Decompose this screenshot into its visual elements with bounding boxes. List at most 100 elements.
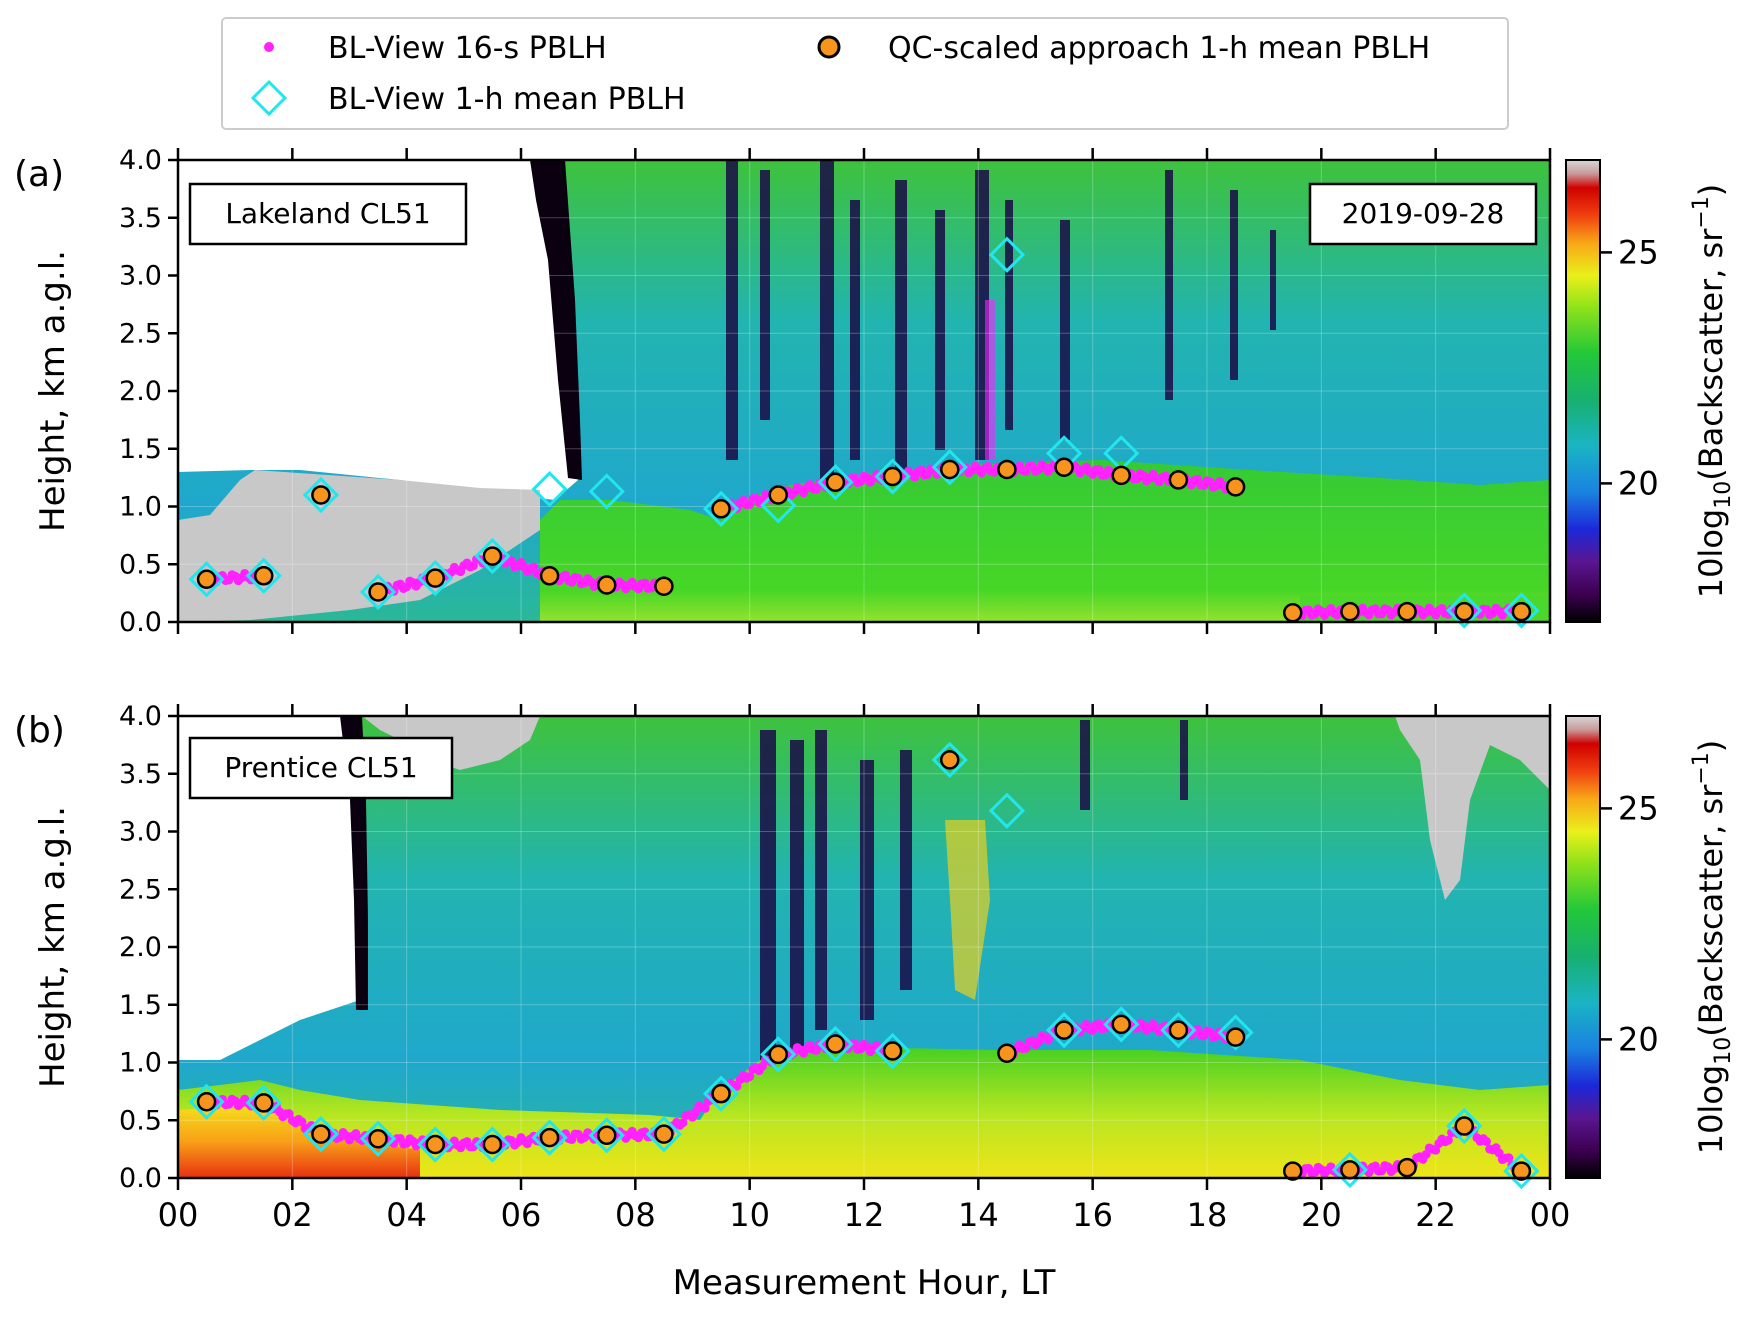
blview-1h-diamond (588, 1117, 625, 1154)
blview-1h-diamond (474, 538, 511, 575)
streak (895, 180, 907, 480)
blview-1h-diamond (359, 1120, 397, 1157)
panel-a-axes: 0.0 0.5 1.0 1.5 2.0 2.5 3.0 3.5 4.0 (119, 145, 1552, 638)
blview-1h-diamond (302, 476, 340, 514)
panel-a-boundary-layer (540, 460, 1550, 622)
y-tick-label: 0.5 (119, 1105, 162, 1136)
x-tick-label: 14 (958, 1196, 999, 1234)
legend-label-diamonds: BL-View 1-h mean PBLH (328, 82, 686, 117)
blview-1h-diamond (760, 487, 797, 524)
y-tick-label: 4.0 (119, 145, 162, 176)
qc-1h-circle (882, 1041, 903, 1061)
panel-a: 0.0 0.5 1.0 1.5 2.0 2.5 3.0 3.5 4.0 (a) Lakeland… (14, 145, 1736, 638)
streak (760, 730, 776, 1060)
qc-1h-circle (1283, 1161, 1303, 1181)
qc-1h-circle (1225, 1027, 1246, 1047)
panel-a-date-box (1308, 182, 1538, 246)
qc-1h-circle (1225, 477, 1246, 497)
legend-dot-marker (264, 42, 274, 52)
y-tick-label: 1.5 (119, 990, 162, 1021)
blview-1h-diamond (702, 490, 740, 527)
y-tick-label: 1.0 (119, 492, 162, 523)
pblh-16s-dot (297, 1117, 307, 1127)
panel-b-axes: 00 02 04 06 08 10 12 14 16 18 20 22 000.00.51.01.52.… (119, 701, 1570, 1234)
panel-a-letter: (a) (14, 154, 64, 195)
blview-1h-diamond (1503, 592, 1540, 629)
panel-a-site-box (188, 182, 468, 246)
qc-1h-circle (711, 1083, 731, 1104)
qc-1h-circle (1397, 601, 1417, 622)
colorbar-tick-label: 20 (1618, 464, 1659, 502)
streak (1230, 190, 1238, 380)
qc-1h-circle (825, 472, 846, 492)
streak (1165, 170, 1173, 400)
blview-1h-diamond (1503, 1152, 1540, 1190)
y-tick-label: 1.0 (119, 1048, 162, 1079)
legend-label-dots: BL-View 16-s PBLH (328, 31, 607, 66)
blview-1h-diamond (531, 1119, 568, 1156)
streak (850, 200, 860, 460)
x-tick-label: 08 (615, 1196, 656, 1234)
panel-b-clear-sky (178, 716, 360, 1060)
panel-b: 00 02 04 06 08 10 12 14 16 18 20 22 000.00.51.01.52.… (14, 701, 1736, 1303)
pblh-16s-dot (678, 1118, 688, 1128)
qc-1h-circle (1454, 601, 1474, 622)
pblh-16s-dot (1431, 1145, 1441, 1155)
blview-1h-diamond (1160, 1012, 1197, 1049)
blview-1h-diamond (702, 1075, 740, 1112)
y-tick-label: 3.5 (119, 203, 162, 234)
y-tick-label: 0.0 (119, 607, 162, 638)
x-tick-label: 02 (272, 1196, 313, 1234)
pblh-16s-dot (757, 1061, 767, 1071)
qc-1h-circle (1054, 1020, 1074, 1040)
qc-1h-circle (425, 1134, 445, 1155)
qc-1h-circle (711, 499, 731, 519)
blview-1h-diamond (1331, 1151, 1369, 1189)
colorbar-tick-label: 25 (1618, 233, 1659, 271)
blview-1h-diamond (931, 449, 968, 486)
blview-1h-diamond (931, 741, 968, 779)
qc-1h-circle (597, 1125, 617, 1146)
qc-1h-circle (597, 575, 617, 595)
qc-1h-circle (1340, 1160, 1360, 1180)
colorbar-tick-label: 20 (1618, 1020, 1659, 1058)
pblh-16s-dot (1504, 1153, 1514, 1163)
panel-b-aerosol-plume (945, 820, 990, 1000)
blview-1h-diamond (760, 1036, 797, 1073)
x-tick-label: 04 (386, 1196, 427, 1234)
qc-1h-circle (482, 546, 503, 566)
qc-1h-circle (997, 459, 1017, 480)
qc-1h-circle (311, 1124, 331, 1144)
qc-1h-circle (654, 576, 674, 596)
panel-b-site-box (188, 736, 454, 800)
panel-b-letter: (b) (14, 710, 65, 751)
panel-a-ylabel: Height, km a.g.l. (33, 250, 73, 532)
qc-1h-circle (1397, 1157, 1417, 1178)
x-tick-label: 12 (844, 1196, 885, 1234)
blview-1h-diamond (874, 1032, 911, 1070)
qc-1h-circle (1340, 601, 1360, 622)
panel-a-colorbar-label: 10log10(Backscatter, sr−1) (1689, 184, 1736, 599)
blview-1h-diamond (1217, 1014, 1254, 1051)
qc-1h-circle (539, 1127, 560, 1148)
qc-1h-circle (1054, 457, 1074, 477)
panel-b-colorbar (1565, 715, 1601, 1179)
panel-a-streaks (726, 160, 1276, 480)
blview-1h-diamond (874, 458, 911, 495)
qc-1h-circle (482, 1134, 503, 1155)
streak (726, 160, 738, 460)
x-tick-label: 00 (158, 1196, 199, 1234)
qc-1h-circle (1454, 1116, 1474, 1136)
blview-1h-diamond (359, 573, 397, 611)
panel-a-noise-wall (530, 160, 582, 480)
qc-1h-circle (1168, 1020, 1189, 1040)
streak (820, 160, 834, 480)
blview-1h-diamond (817, 1025, 854, 1063)
legend-label-circles: QC-scaled approach 1-h mean PBLH (888, 31, 1430, 66)
blview-1h-diamond (531, 471, 568, 508)
blview-1h-diamond (588, 473, 625, 510)
y-tick-label: 0.0 (119, 1163, 162, 1194)
streak (1005, 200, 1013, 430)
qc-1h-circle (368, 1128, 388, 1149)
blview-1h-diamond (988, 792, 1026, 829)
